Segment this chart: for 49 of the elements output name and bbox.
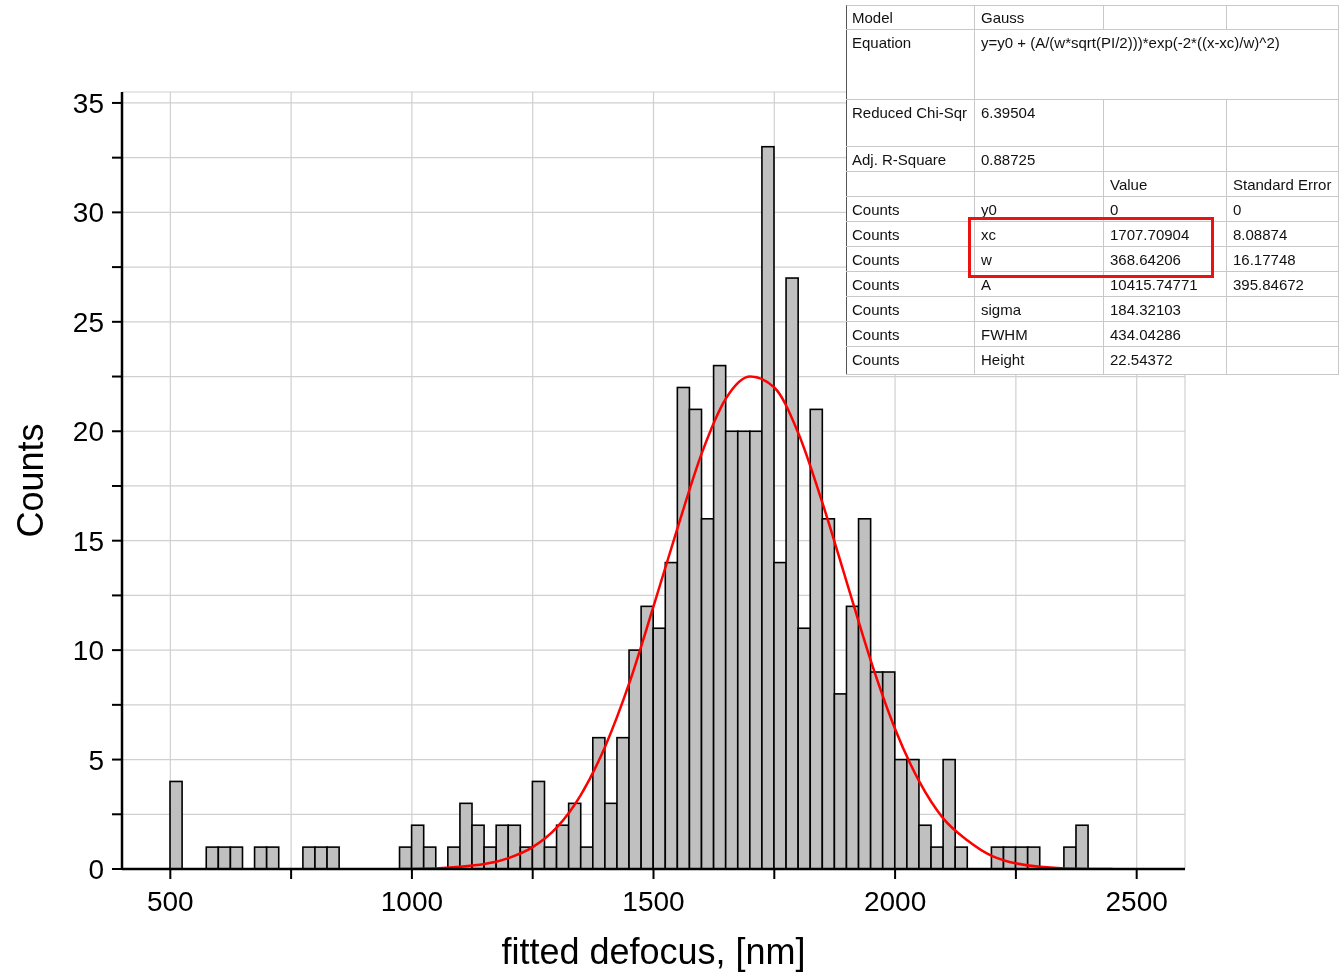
y-tick-label: 20 [72,416,104,448]
text: y=y0 + (A/(w*sqrt(PI/2)))*exp(-2*((x-xc)/w)^2) [981,33,1281,52]
x-tick-label: 2500 [1105,885,1168,917]
annotation: 184.32103 [1110,300,1182,319]
annotation: w [981,250,993,269]
annotation: Adj. R-Square [852,150,948,169]
text: Standard Error [1233,175,1333,194]
annotation: Value [1110,175,1149,194]
y-tick-label: 35 [72,87,104,119]
annotation: Counts [852,250,901,269]
x-tick-label: 2000 [863,885,927,917]
annotation: Counts [852,225,901,244]
annotation: 434.04286 [1110,325,1182,344]
annotation: Counts [852,325,901,344]
x-tick-label: 1000 [380,885,444,917]
annotation: Counts [852,350,901,369]
text: Gauss [981,8,1026,27]
annotation: Counts [852,300,901,319]
annotation: 368.64206 [1110,250,1182,269]
y-tick-label: 25 [72,306,104,338]
y-tick-label: 30 [72,197,104,229]
annotation: 22.54372 [1110,350,1174,369]
annotation: Height [981,350,1026,369]
annotation: 0 [1110,200,1120,219]
text: 16.17748 [1233,250,1297,269]
annotation: 10415.74771 [1110,275,1199,294]
annotation: A [981,275,992,294]
annotation: sigma [981,300,1022,319]
annotation: 1707.70904 [1110,225,1191,244]
annotation: 6.39504 [981,103,1037,122]
annotation: 0.88725 [981,150,1037,169]
annotation: xc [981,225,997,244]
text: 395.84672 [1233,275,1305,294]
annotation: Counts [852,275,901,294]
x-tick-label: 500 [146,885,194,917]
annotation: Reduced Chi-Sqr [852,103,969,122]
text: Equation [852,33,913,52]
y-tick-label: 15 [72,525,104,557]
y-tick-label: 0 [88,853,104,885]
x-axis-title: fitted defocus, [nm] [501,931,806,972]
y-tick-label: 10 [72,635,104,667]
y-tick-label: 5 [88,744,104,776]
x-tick-label: 1500 [622,885,685,917]
annotation: FWHM [981,325,1029,344]
text: Model [852,8,894,27]
text: 0 [1233,200,1243,219]
y-axis-title: Counts [9,423,51,538]
annotation: Counts [852,200,901,219]
text: 8.08874 [1233,225,1289,244]
